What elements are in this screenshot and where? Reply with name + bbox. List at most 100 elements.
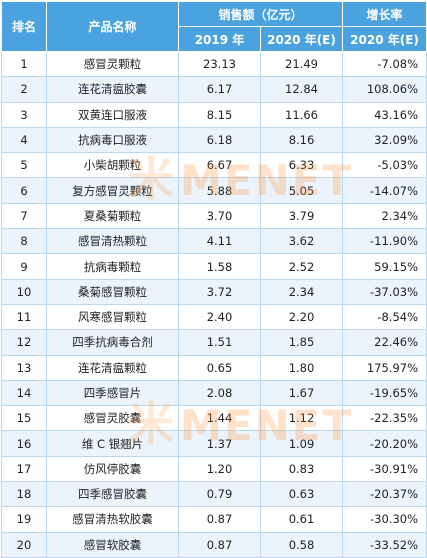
- table-row: 14 四季感冒片 2.08 1.67 -19.65%: [1, 379, 427, 407]
- sales-2019-cell: 2.40: [178, 303, 261, 331]
- table-row: 6 复方感冒灵颗粒 5.88 5.05 -14.07%: [1, 177, 427, 204]
- rank-cell: 3: [1, 101, 47, 128]
- growth-rate-cell: 32.09%: [342, 126, 427, 154]
- rank-cell: 4: [1, 126, 47, 154]
- rank-cell: 7: [1, 202, 47, 230]
- rank-cell: 12: [1, 329, 47, 356]
- product-name-cell: 感冒灵颗粒: [46, 50, 179, 78]
- table-row: 12 四季抗病毒合剂 1.51 1.85 22.46%: [1, 329, 427, 356]
- rank-cell: 17: [1, 455, 47, 483]
- table-row: 9 抗病毒颗粒 1.58 2.52 59.15%: [1, 253, 427, 280]
- growth-rate-cell: -30.91%: [342, 455, 427, 483]
- growth-rate-cell: -37.03%: [342, 278, 427, 305]
- header-sales: 销售额（亿元）: [177, 1, 344, 27]
- rank-cell: 6: [1, 177, 47, 204]
- sales-2019-cell: 5.88: [178, 177, 261, 204]
- product-name-cell: 小柴胡颗粒: [46, 152, 179, 179]
- rank-cell: 8: [1, 228, 47, 255]
- rank-cell: 2: [1, 76, 47, 103]
- sales-2020-cell: 1.12: [259, 405, 344, 432]
- sales-2019-cell: 0.65: [178, 354, 261, 381]
- rank-cell: 14: [1, 379, 47, 407]
- sales-2020-cell: 21.49: [259, 50, 344, 78]
- growth-rate-cell: 22.46%: [342, 329, 427, 356]
- sales-2019-cell: 6.18: [178, 126, 261, 154]
- header-growth-year: 2020 年(E): [342, 26, 427, 52]
- product-name-cell: 抗病毒颗粒: [46, 253, 179, 280]
- sales-2019-cell: 0.79: [178, 481, 261, 508]
- sales-2019-cell: 1.37: [178, 430, 261, 457]
- sales-2019-cell: 0.87: [178, 531, 261, 558]
- sales-2020-cell: 2.34: [259, 278, 344, 305]
- table-row: 5 小柴胡颗粒 6.67 6.33 -5.03%: [1, 152, 427, 179]
- product-name-cell: 双黄连口服液: [46, 101, 179, 128]
- sales-2020-cell: 3.62: [259, 228, 344, 255]
- header-product-name: 产品名称: [46, 1, 179, 52]
- table-row: 20 感冒软胶囊 0.87 0.58 -33.52%: [1, 531, 427, 558]
- table-row: 2 连花清瘟胶囊 6.17 12.84 108.06%: [1, 76, 427, 103]
- table-row: 7 夏桑菊颗粒 3.70 3.79 2.34%: [1, 202, 427, 230]
- table-header: 排名 产品名称 销售额（亿元） 增长率 2019 年 2020 年(E) 202…: [1, 1, 427, 52]
- growth-rate-cell: -8.54%: [342, 303, 427, 331]
- sales-2020-cell: 3.79: [259, 202, 344, 230]
- header-growth: 增长率: [342, 1, 427, 27]
- product-name-cell: 风寒感冒颗粒: [46, 303, 179, 331]
- sales-2019-cell: 23.13: [178, 50, 261, 78]
- sales-2020-cell: 0.61: [259, 506, 344, 533]
- sales-2019-cell: 1.51: [178, 329, 261, 356]
- sales-2020-cell: 0.83: [259, 455, 344, 483]
- rank-cell: 5: [1, 152, 47, 179]
- header-year-2019: 2019 年: [178, 26, 261, 52]
- table-row: 13 连花清瘟颗粒 0.65 1.80 175.97%: [1, 354, 427, 381]
- rank-cell: 16: [1, 430, 47, 457]
- sales-2020-cell: 8.16: [259, 126, 344, 154]
- sales-2019-cell: 1.44: [178, 405, 261, 432]
- product-name-cell: 连花清瘟颗粒: [46, 354, 179, 381]
- product-name-cell: 维 C 银翘片: [46, 430, 179, 457]
- product-name-cell: 感冒清热软胶囊: [46, 506, 179, 533]
- growth-rate-cell: -19.65%: [342, 379, 427, 407]
- growth-rate-cell: -20.20%: [342, 430, 427, 457]
- sales-2019-cell: 3.70: [178, 202, 261, 230]
- product-name-cell: 连花清瘟胶囊: [46, 76, 179, 103]
- growth-rate-cell: -14.07%: [342, 177, 427, 204]
- header-year-2020: 2020 年(E): [259, 26, 344, 52]
- product-name-cell: 感冒软胶囊: [46, 531, 179, 558]
- growth-rate-cell: -20.37%: [342, 481, 427, 508]
- rank-cell: 10: [1, 278, 47, 305]
- table-row: 8 感冒清热颗粒 4.11 3.62 -11.90%: [1, 228, 427, 255]
- table-row: 1 感冒灵颗粒 23.13 21.49 -7.08%: [1, 50, 427, 78]
- sales-2020-cell: 12.84: [259, 76, 344, 103]
- growth-rate-cell: -30.30%: [342, 506, 427, 533]
- product-name-cell: 复方感冒灵颗粒: [46, 177, 179, 204]
- sales-2020-cell: 1.85: [259, 329, 344, 356]
- table-row: 19 感冒清热软胶囊 0.87 0.61 -30.30%: [1, 506, 427, 533]
- rank-cell: 19: [1, 506, 47, 533]
- sales-2019-cell: 6.17: [178, 76, 261, 103]
- growth-rate-cell: -7.08%: [342, 50, 427, 78]
- growth-rate-cell: -22.35%: [342, 405, 427, 432]
- rank-cell: 1: [1, 50, 47, 78]
- growth-rate-cell: -5.03%: [342, 152, 427, 179]
- product-name-cell: 四季感冒胶囊: [46, 481, 179, 508]
- sales-2020-cell: 2.20: [259, 303, 344, 331]
- sales-2020-cell: 11.66: [259, 101, 344, 128]
- product-name-cell: 感冒灵胶囊: [46, 405, 179, 432]
- growth-rate-cell: 175.97%: [342, 354, 427, 381]
- sales-2020-cell: 0.63: [259, 481, 344, 508]
- growth-rate-cell: 43.16%: [342, 101, 427, 128]
- growth-rate-cell: 59.15%: [342, 253, 427, 280]
- growth-rate-cell: -11.90%: [342, 228, 427, 255]
- rank-cell: 9: [1, 253, 47, 280]
- sales-2020-cell: 0.58: [259, 531, 344, 558]
- product-name-cell: 四季抗病毒合剂: [46, 329, 179, 356]
- growth-rate-cell: -33.52%: [342, 531, 427, 558]
- sales-2020-cell: 5.05: [259, 177, 344, 204]
- table-row: 10 桑菊感冒颗粒 3.72 2.34 -37.03%: [1, 278, 427, 305]
- sales-2020-cell: 1.67: [259, 379, 344, 407]
- table-row: 17 仿风停胶囊 1.20 0.83 -30.91%: [1, 455, 427, 483]
- rank-cell: 18: [1, 481, 47, 508]
- sales-2020-cell: 6.33: [259, 152, 344, 179]
- table-row: 16 维 C 银翘片 1.37 1.09 -20.20%: [1, 430, 427, 457]
